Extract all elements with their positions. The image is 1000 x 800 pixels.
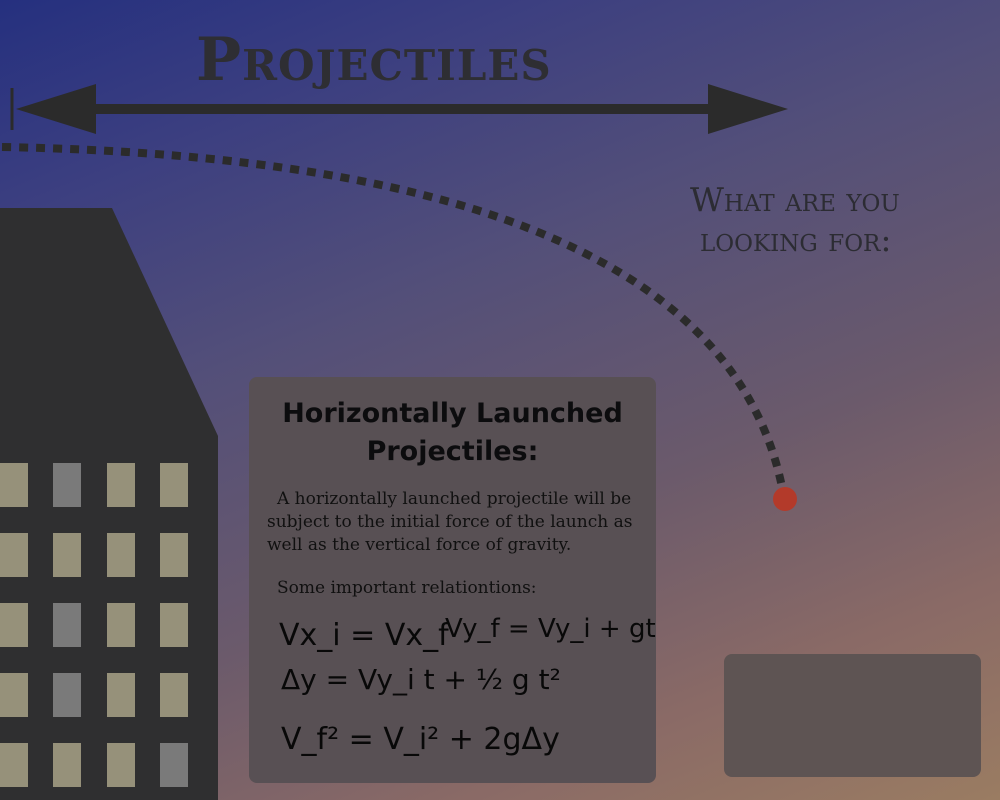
equations-block: Vx_i = Vx_f Vy_f = Vy_i + gt Δy = Vy_i t… — [279, 614, 656, 757]
relations-label: Some important relationtions: — [277, 578, 537, 598]
card-title-line1: Horizontally Launched — [282, 398, 623, 429]
card-title: Horizontally Launched Projectiles: — [249, 395, 656, 471]
info-card: Horizontally Launched Projectiles: A hor… — [249, 377, 656, 783]
projectile-ball-icon — [773, 487, 797, 511]
search-prompt: What are you looking for: — [690, 180, 990, 260]
search-prompt-line2: looking for: — [700, 220, 892, 259]
equation-2: Vy_f = Vy_i + gt — [445, 614, 656, 644]
search-box[interactable] — [724, 654, 981, 777]
equation-1: Vx_i = Vx_f — [279, 618, 450, 653]
double-arrow-icon — [10, 84, 788, 134]
building-icon — [0, 208, 218, 800]
card-description: A horizontally launched projectile will … — [267, 489, 633, 555]
search-prompt-line1: What are you — [690, 180, 900, 219]
page-title: Projectiles — [196, 25, 552, 95]
equation-3: Δy = Vy_i t + ½ g t² — [281, 663, 561, 696]
card-title-line2: Projectiles: — [366, 436, 539, 467]
equation-4: V_f² = V_i² + 2gΔy — [281, 722, 560, 757]
